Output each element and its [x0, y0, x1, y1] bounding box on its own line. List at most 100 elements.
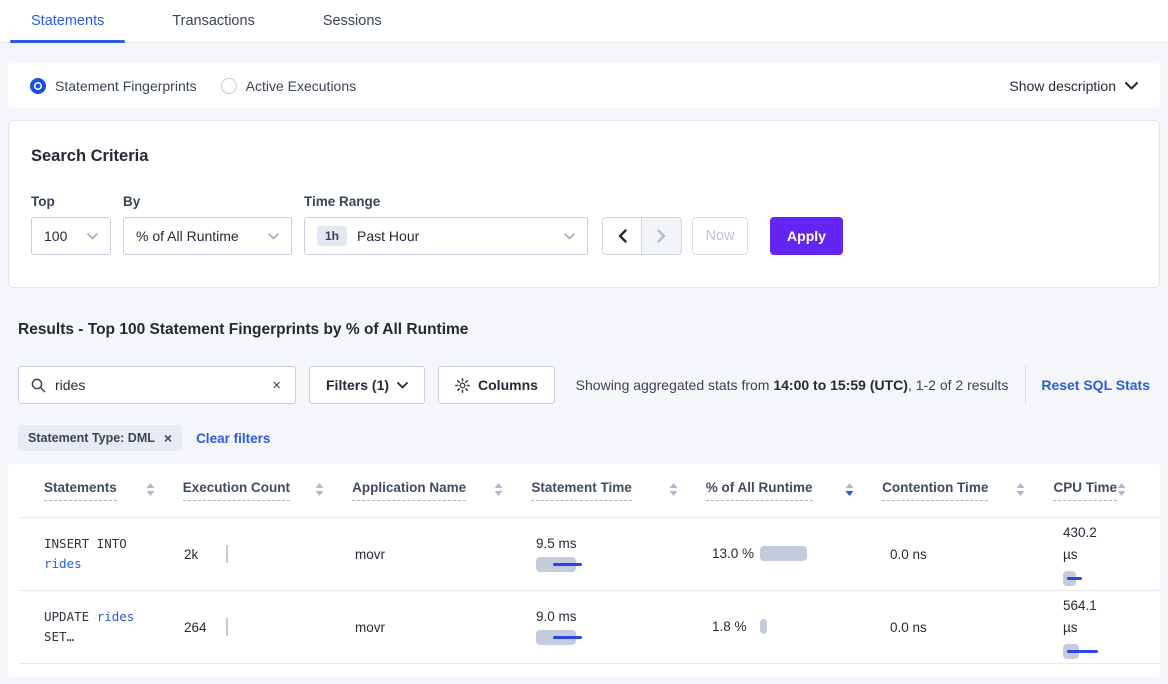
now-button[interactable]: Now [692, 217, 748, 255]
search-icon [31, 378, 46, 392]
search-criteria-panel: Search Criteria Top 100 By % of All Runt… [8, 120, 1160, 288]
sort-icon[interactable] [494, 482, 503, 499]
chevron-down-icon [87, 232, 98, 239]
cpu-time-value: 564.1 µs [1063, 597, 1097, 635]
top-select[interactable]: 100 [31, 217, 111, 255]
reset-sql-stats-link[interactable]: Reset SQL Stats [1041, 377, 1150, 393]
statement-time-value: 9.0 ms [536, 609, 577, 624]
aggregation-time-range: 14:00 to 15:59 (UTC) [773, 377, 908, 393]
vertical-divider [1025, 365, 1027, 405]
time-range-badge: 1h [317, 226, 348, 246]
execution-count-bar [226, 545, 228, 563]
header-label[interactable]: Statements [44, 480, 117, 501]
sort-icon[interactable] [146, 482, 155, 499]
execution-count-cell: 2k [184, 545, 355, 563]
header-execution-count[interactable]: Execution Count [182, 480, 352, 501]
execution-count-bar [226, 618, 228, 636]
statement-search-box[interactable]: × [18, 366, 296, 404]
top-field: Top 100 [31, 194, 111, 255]
runtime-pct-bar [760, 619, 820, 635]
by-label: By [123, 194, 141, 209]
filters-button[interactable]: Filters (1) [309, 366, 426, 404]
header-label[interactable]: Contention Time [882, 480, 989, 501]
chevron-down-icon [268, 232, 279, 239]
radio-selected-icon[interactable] [30, 77, 46, 94]
header-statements[interactable]: Statements [44, 480, 183, 501]
columns-label: Columns [478, 377, 538, 393]
view-mode-bar: Statement Fingerprints Active Executions… [8, 63, 1160, 108]
contention-time-cell: 0.0 ns [890, 546, 927, 562]
statement-time-bar [536, 630, 606, 645]
runtime-pct-value: 1.8 % [712, 618, 747, 634]
sort-icon[interactable] [845, 482, 854, 499]
header-label[interactable]: % of All Runtime [705, 480, 813, 501]
gear-icon [455, 377, 471, 393]
statement-time-cell: 9.5 ms [536, 536, 712, 572]
sql-activity-tabbar: Statements Transactions Sessions [0, 0, 1168, 43]
statement-fingerprint[interactable]: UPDATE rides SET… [44, 609, 135, 644]
apply-button[interactable]: Apply [770, 217, 843, 255]
show-description-label: Show description [1009, 77, 1116, 94]
time-range-field: Time Range 1h Past Hour [304, 194, 602, 255]
header-label[interactable]: Statement Time [531, 480, 632, 501]
contention-time-cell: 0.0 ns [890, 619, 927, 635]
time-range-select[interactable]: 1h Past Hour [304, 217, 588, 255]
remove-filter-icon[interactable]: × [163, 430, 173, 446]
search-input[interactable] [55, 377, 271, 393]
tab-statements[interactable]: Statements [10, 0, 126, 43]
clear-search-icon[interactable]: × [272, 376, 281, 394]
table-row[interactable]: UPDATE rides SET… 264 movr 9.0 ms 1.8 % … [20, 591, 1160, 664]
filter-chip-label: Statement Type: DML [28, 431, 155, 445]
sort-icon[interactable] [1016, 482, 1025, 499]
top-label: Top [31, 194, 55, 209]
previous-time-button[interactable] [602, 217, 642, 255]
tab-sessions[interactable]: Sessions [322, 13, 382, 29]
show-description-toggle[interactable]: Show description [1009, 78, 1138, 94]
header-label[interactable]: Application Name [352, 480, 467, 501]
sort-icon[interactable] [669, 482, 678, 499]
application-name-cell: movr [355, 546, 385, 562]
chevron-down-icon [397, 381, 408, 388]
header-label[interactable]: Execution Count [182, 480, 290, 501]
results-controls: × Filters (1) Columns Showing aggregated… [18, 365, 1150, 405]
columns-button[interactable]: Columns [438, 366, 555, 404]
radio-statement-fingerprints[interactable]: Statement Fingerprints [30, 77, 197, 94]
cpu-time-cell: 564.1 µs [1063, 595, 1154, 660]
by-select[interactable]: % of All Runtime [123, 217, 292, 255]
radio-active-executions[interactable]: Active Executions [220, 77, 357, 94]
statement-time-bar [536, 557, 606, 572]
statement-fingerprint[interactable]: INSERT INTO rides [44, 536, 127, 571]
runtime-pct-value: 13.0 % [712, 545, 755, 561]
tab-transactions[interactable]: Transactions [172, 13, 255, 29]
header-contention-time[interactable]: Contention Time [882, 480, 1053, 501]
sort-icon[interactable] [1117, 482, 1126, 499]
table-row[interactable]: INSERT INTO rides 2k movr 9.5 ms 13.0 % … [20, 518, 1160, 591]
header-pct-all-runtime[interactable]: % of All Runtime [705, 480, 882, 501]
cpu-time-cell: 430.2 µs [1063, 522, 1154, 587]
execution-count-value: 2k [184, 546, 199, 562]
header-cpu-time[interactable]: CPU Time [1053, 480, 1154, 501]
next-time-button[interactable] [642, 217, 682, 255]
active-filters-row: Statement Type: DML × Clear filters [18, 425, 1150, 451]
radio-unselected-icon[interactable] [220, 77, 237, 94]
radio-label: Active Executions [245, 77, 357, 94]
aggregation-note-suffix: , 1-2 of 2 results [907, 377, 1009, 393]
clear-filters-link[interactable]: Clear filters [196, 430, 271, 446]
statements-table: Statements Execution Count Application N… [8, 464, 1160, 677]
by-select-value: % of All Runtime [136, 228, 239, 244]
execution-count-value: 264 [184, 619, 207, 635]
by-field: By % of All Runtime [123, 194, 292, 255]
chevron-down-icon [564, 232, 575, 239]
header-application-name[interactable]: Application Name [352, 480, 531, 501]
header-statement-time[interactable]: Statement Time [531, 480, 705, 501]
sort-icon[interactable] [315, 482, 324, 499]
aggregation-note: Showing aggregated stats from 14:00 to 1… [576, 377, 1009, 393]
statement-time-cell: 9.0 ms [536, 609, 712, 645]
cpu-time-bar [1063, 571, 1109, 587]
search-criteria-title: Search Criteria [31, 147, 149, 165]
header-label[interactable]: CPU Time [1053, 480, 1117, 501]
cpu-time-value: 430.2 µs [1063, 524, 1097, 562]
time-range-value: Past Hour [357, 228, 420, 244]
statement-time-value: 9.5 ms [536, 536, 577, 551]
filter-chip-statement-type[interactable]: Statement Type: DML × [18, 425, 183, 451]
